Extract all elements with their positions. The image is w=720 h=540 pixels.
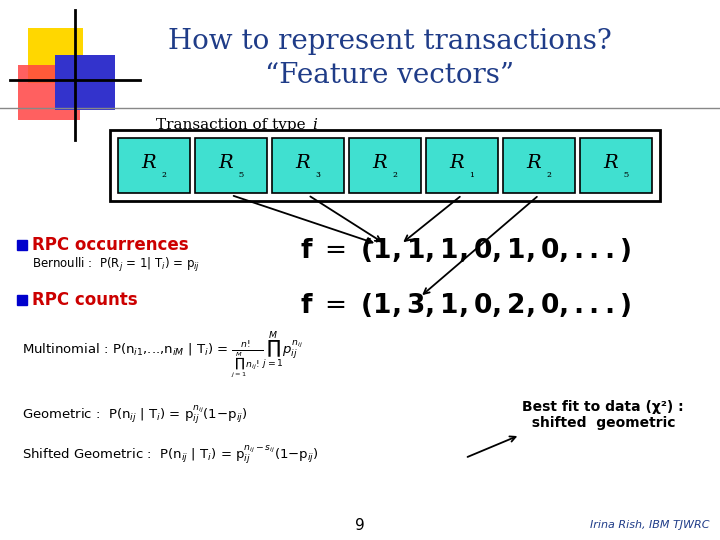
Bar [195,138,267,193]
Bar [28,28,83,83]
Text: $\mathbf{f}$ $=$ $\mathbf{(1, 3, 1, 0, 2, 0, ...)}$: $\mathbf{f}$ $=$ $\mathbf{(1, 3, 1, 0, 2… [300,291,631,319]
Text: R: R [296,154,310,172]
Bar [110,130,660,201]
Text: R: R [527,154,541,172]
Text: ₅: ₅ [624,167,629,180]
Text: R: R [373,154,387,172]
Bar [118,138,190,193]
Text: R: R [142,154,156,172]
Text: $\mathbf{f}$ $=$ $\mathbf{(1, 1, 1, 0, 1, 0, ...)}$: $\mathbf{f}$ $=$ $\mathbf{(1, 1, 1, 0, 1… [300,236,631,264]
Text: ₃: ₃ [315,167,320,180]
Text: ₅: ₅ [238,167,243,180]
Text: Transaction of type: Transaction of type [156,118,310,132]
Text: i: i [312,118,317,132]
Bar [349,138,421,193]
Text: ₂: ₂ [392,167,397,180]
Bar [503,138,575,193]
Text: How to represent transactions?: How to represent transactions? [168,28,612,55]
Text: RPC occurrences: RPC occurrences [32,236,189,254]
Bar [55,55,115,110]
Bar [272,138,344,193]
Text: ₂: ₂ [546,167,552,180]
Text: “Feature vectors”: “Feature vectors” [266,62,515,89]
Text: Multinomial : P(n$_{i1}$,...,n$_{iM}$ | T$_i$) = $\frac{n!}{\prod_{j=1}^{M} n_{i: Multinomial : P(n$_{i1}$,...,n$_{iM}$ | … [22,329,303,380]
Text: ₁: ₁ [469,167,474,180]
Bar [18,65,80,120]
Text: Geometric :  P(n$_{ij}$ | T$_i$) = p$_{ij}^{n_{ij}}$(1$-$p$_{ij}$): Geometric : P(n$_{ij}$ | T$_i$) = p$_{ij… [22,404,248,426]
Text: RPC counts: RPC counts [32,291,138,309]
Text: R: R [450,154,464,172]
Text: Shifted Geometric :  P(n$_{ij}$ | T$_i$) = p$_{ij}^{n_{ij}-s_{ij}}$(1$-$p$_{ij}$: Shifted Geometric : P(n$_{ij}$ | T$_i$) … [22,444,319,467]
Text: 9: 9 [355,517,365,532]
Bar [580,138,652,193]
Text: ₂: ₂ [161,167,166,180]
Bar [426,138,498,193]
Text: Irina Rish, IBM TJWRC: Irina Rish, IBM TJWRC [590,520,710,530]
Text: R: R [603,154,618,172]
Text: Best fit to data (χ²) :
  shifted  geometric: Best fit to data (χ²) : shifted geometri… [522,400,683,430]
Text: Bernoulli :  P(R$_j$ = 1| T$_i$) = p$_{ij}$: Bernoulli : P(R$_j$ = 1| T$_i$) = p$_{ij… [32,256,200,274]
Text: R: R [219,154,233,172]
